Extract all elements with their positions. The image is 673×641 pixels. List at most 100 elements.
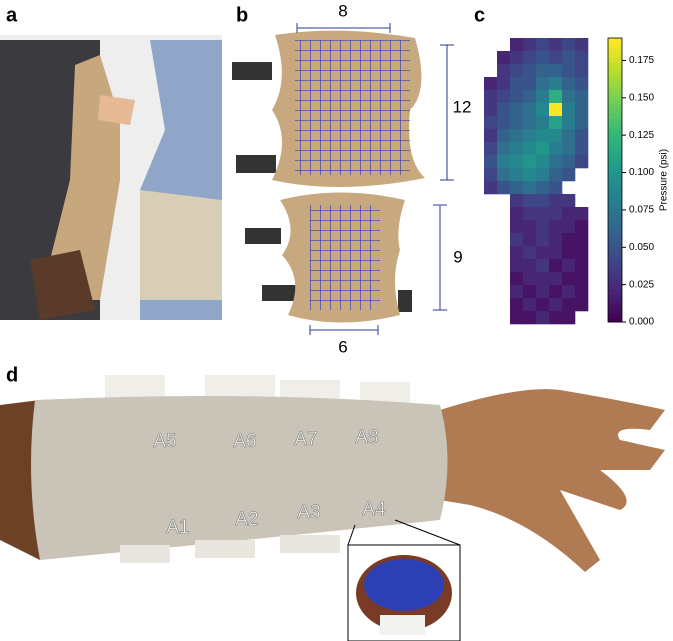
colorbar-strip xyxy=(608,265,622,271)
heat-cell xyxy=(523,207,537,221)
heat-cell xyxy=(575,233,589,247)
photo-b xyxy=(232,30,425,323)
heat-cell xyxy=(549,285,563,299)
heat-cell xyxy=(510,207,524,221)
colorbar-strip xyxy=(608,85,622,91)
heat-cell xyxy=(484,129,498,143)
heat-cell xyxy=(536,129,550,143)
heat-cell xyxy=(549,155,563,169)
heat-cell xyxy=(575,298,589,312)
heat-cell xyxy=(510,116,524,130)
heat-cell xyxy=(549,233,563,247)
heat-cell xyxy=(510,272,524,286)
heat-cell xyxy=(549,298,563,312)
heat-cell xyxy=(575,285,589,299)
heat-cell xyxy=(562,116,576,130)
heat-cell xyxy=(536,259,550,273)
colorbar-strip xyxy=(608,75,622,82)
colorbar-strip xyxy=(608,61,622,67)
dim-label: 6 xyxy=(338,337,347,356)
colorbar-strip xyxy=(608,217,622,224)
photo-d xyxy=(0,375,665,641)
heat-cell xyxy=(523,194,537,208)
heat-cell xyxy=(523,77,537,91)
sensor-label: A3 xyxy=(297,502,320,523)
heat-cell xyxy=(575,64,589,78)
heat-cell xyxy=(510,285,524,299)
colorbar-strip xyxy=(608,56,622,63)
heat-cell xyxy=(549,272,563,286)
heat-cell xyxy=(562,142,576,156)
dim-label: 9 xyxy=(453,247,462,266)
heat-cell xyxy=(536,64,550,78)
heat-cell xyxy=(549,64,563,78)
heat-cell xyxy=(536,246,550,260)
heat-cell xyxy=(497,168,511,182)
heat-cell xyxy=(549,220,563,234)
colorbar-strip xyxy=(608,203,622,209)
colorbar-strip xyxy=(608,279,622,285)
heat-cell xyxy=(575,90,589,104)
colorbar-strip xyxy=(608,303,622,309)
heat-cell xyxy=(536,51,550,65)
colorbar-strip xyxy=(608,189,622,195)
heat-cell xyxy=(575,259,589,273)
colorbar-tick-label: 0.125 xyxy=(629,130,654,141)
heat-cell xyxy=(523,90,537,104)
heat-cell xyxy=(575,272,589,286)
colorbar-strip xyxy=(608,52,622,58)
heat-cell xyxy=(523,116,537,130)
colorbar-strip xyxy=(608,156,622,162)
colorbar-tick-label: 0.050 xyxy=(629,242,654,253)
heat-cell xyxy=(575,220,589,234)
heat-cell xyxy=(536,194,550,208)
panel-label: c xyxy=(474,4,485,26)
heat-cell xyxy=(549,246,563,260)
colorbar-strip xyxy=(608,165,622,172)
colorbar-strip xyxy=(608,109,622,115)
heat-cell xyxy=(510,233,524,247)
heat-cell xyxy=(484,77,498,91)
heat-cell xyxy=(510,168,524,182)
colorbar-strip xyxy=(608,194,622,200)
heat-cell xyxy=(549,181,563,195)
heat-cell xyxy=(549,259,563,273)
heat-cell xyxy=(562,285,576,299)
colorbar-strip xyxy=(608,222,622,228)
colorbar-strip xyxy=(608,175,622,181)
heat-cell xyxy=(549,194,563,208)
sensor-label: A8 xyxy=(355,427,378,448)
colorbar-strip xyxy=(608,123,622,129)
heat-cell xyxy=(575,155,589,169)
heat-cell xyxy=(549,207,563,221)
heat-cell xyxy=(510,51,524,65)
colorbar-strip xyxy=(608,146,622,153)
heat-cell xyxy=(510,194,524,208)
heat-cell xyxy=(562,103,576,117)
heat-cell xyxy=(510,90,524,104)
heat-cell xyxy=(536,181,550,195)
heat-cell xyxy=(536,116,550,130)
heat-cell xyxy=(536,285,550,299)
colorbar-strip xyxy=(608,151,622,157)
heat-cell xyxy=(575,207,589,221)
heat-cell xyxy=(575,116,589,130)
heat-cell xyxy=(575,38,589,52)
colorbar-strip xyxy=(608,38,622,44)
colorbar-strip xyxy=(608,47,622,53)
colorbar-frame xyxy=(607,37,623,323)
heatmap xyxy=(484,38,589,325)
heat-cell xyxy=(510,220,524,234)
heat-cell xyxy=(510,155,524,169)
heat-cell xyxy=(562,51,576,65)
colorbar-tick-label: 0.075 xyxy=(629,205,654,216)
heat-cell xyxy=(523,259,537,273)
heat-cell xyxy=(523,285,537,299)
dimensions xyxy=(296,23,454,335)
sensor-label: A5 xyxy=(153,431,176,452)
heat-cell xyxy=(549,38,563,52)
heat-cell xyxy=(536,207,550,221)
heat-cell xyxy=(562,272,576,286)
heat-cell xyxy=(575,129,589,143)
heat-cell xyxy=(497,64,511,78)
